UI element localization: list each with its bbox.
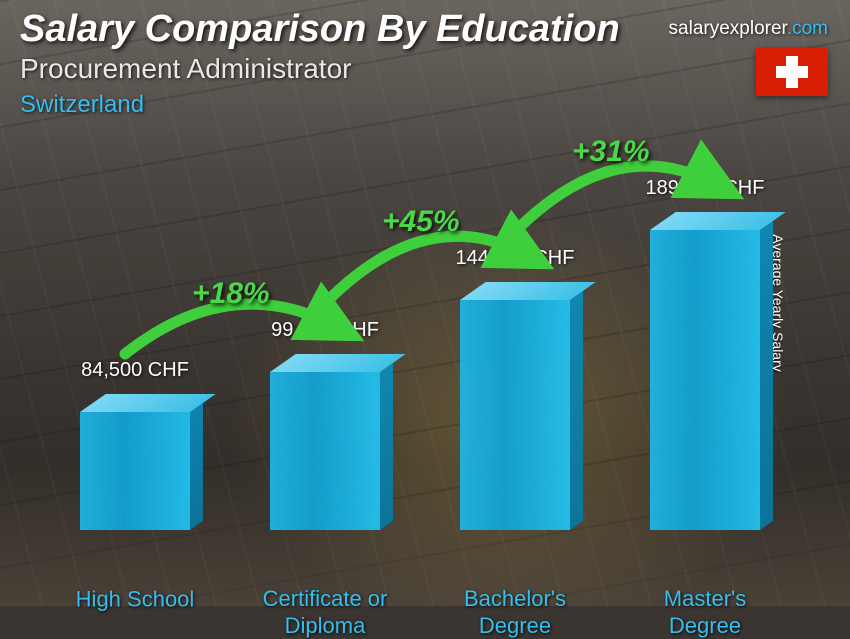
increase-pct-label: +31% bbox=[572, 135, 650, 169]
country-name: Switzerland bbox=[20, 91, 830, 119]
bar-category-label: Master'sDegree bbox=[610, 586, 800, 639]
brand-name: salaryexplorer bbox=[669, 18, 787, 39]
increase-arc bbox=[40, 150, 800, 586]
job-title: Procurement Administrator bbox=[20, 53, 830, 85]
brand-domain: .com bbox=[787, 18, 828, 39]
brand-label: salaryexplorer.com bbox=[669, 18, 828, 40]
bar-category-label: High School bbox=[40, 586, 230, 612]
flag-switzerland-icon bbox=[756, 48, 828, 96]
increase-arrow-icon bbox=[505, 166, 715, 242]
bar-category-label: Certificate orDiploma bbox=[230, 586, 420, 639]
bar-category-label: Bachelor'sDegree bbox=[420, 586, 610, 639]
salary-bar-chart: 84,500 CHFHigh School99,400 CHFCertifica… bbox=[40, 150, 800, 586]
